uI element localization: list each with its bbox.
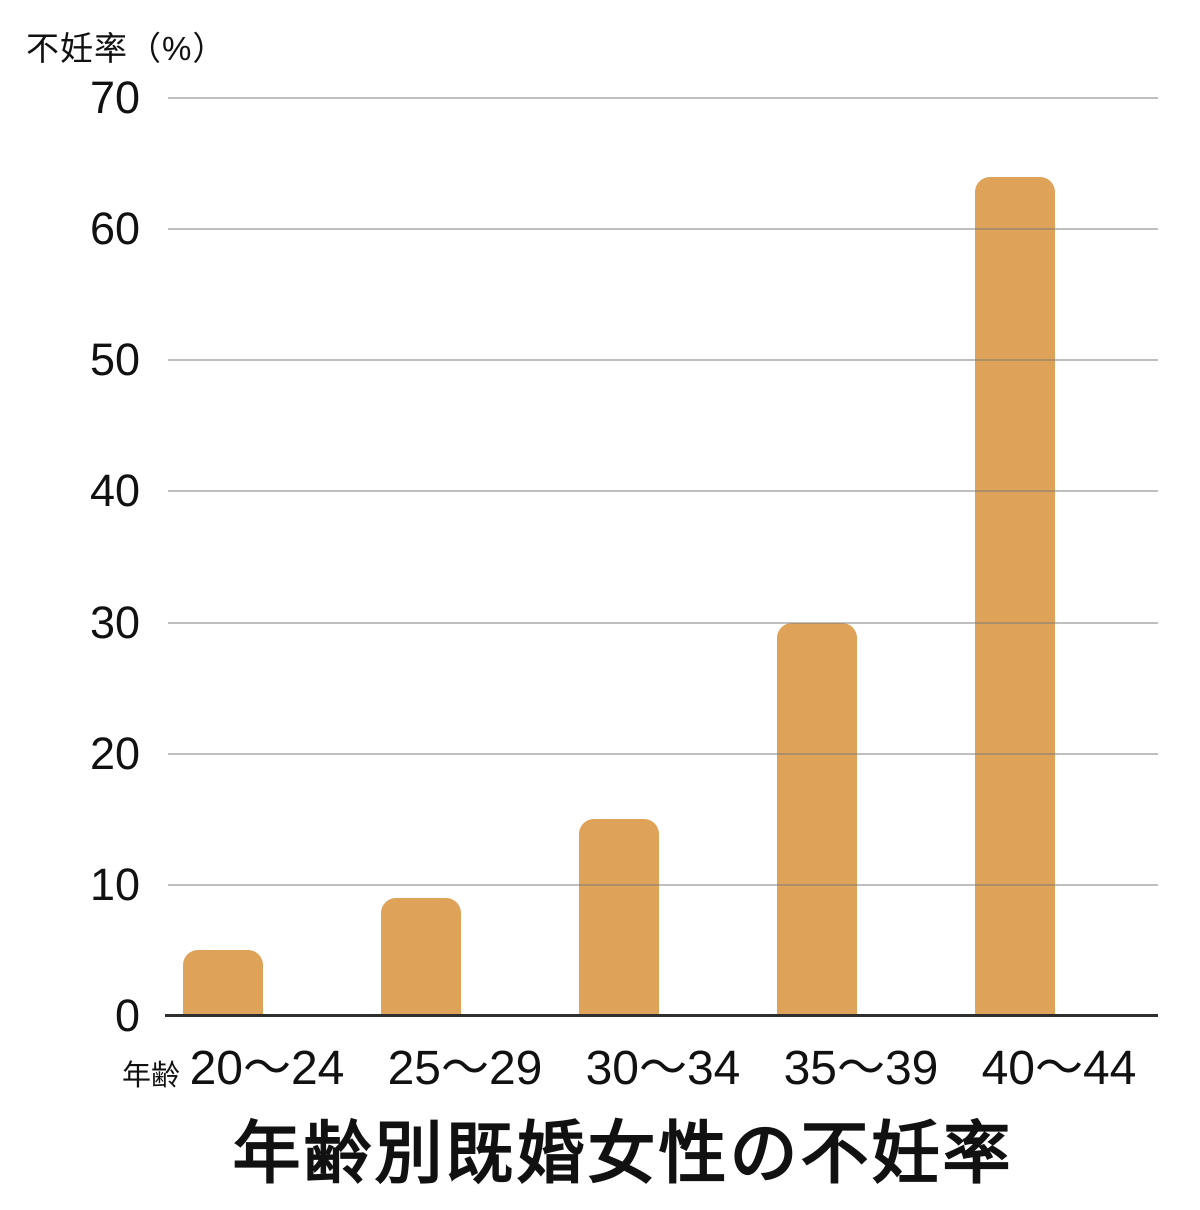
gridline-30: [168, 622, 1158, 624]
plot-area: [168, 97, 1158, 1016]
bar-30〜34: [579, 819, 659, 1016]
y-tick-label-20: 20: [89, 728, 140, 779]
x-tick-label-20〜24: 20〜24: [189, 1042, 345, 1095]
x-tick-label-35〜39: 35〜39: [783, 1042, 939, 1095]
y-tick-label-0: 0: [114, 990, 140, 1041]
bar-35〜39: [777, 623, 857, 1016]
bar-20〜24: [183, 950, 263, 1016]
gridline-70: [168, 97, 1158, 99]
y-tick-label-50: 50: [89, 334, 140, 385]
x-axis-line: [165, 1014, 1158, 1017]
gridline-40: [168, 490, 1158, 492]
y-tick-label-40: 40: [89, 465, 140, 516]
y-tick-label-60: 60: [89, 203, 140, 254]
x-tick-label-40〜44: 40〜44: [981, 1042, 1137, 1095]
bar-40〜44: [975, 177, 1055, 1016]
y-tick-label-30: 30: [89, 597, 140, 648]
gridline-10: [168, 884, 1158, 886]
gridline-20: [168, 753, 1158, 755]
gridline-50: [168, 359, 1158, 361]
x-tick-label-30〜34: 30〜34: [585, 1042, 741, 1095]
y-tick-label-70: 70: [89, 72, 140, 123]
y-tick-label-10: 10: [89, 859, 140, 910]
chart-title: 年齢別既婚女性の不妊率: [232, 1116, 1014, 1192]
y-axis-title: 不妊率（%）: [26, 30, 227, 67]
x-tick-label-25〜29: 25〜29: [387, 1042, 543, 1095]
gridline-60: [168, 228, 1158, 230]
x-axis-title: 年齢: [121, 1060, 180, 1092]
bar-25〜29: [381, 898, 461, 1016]
